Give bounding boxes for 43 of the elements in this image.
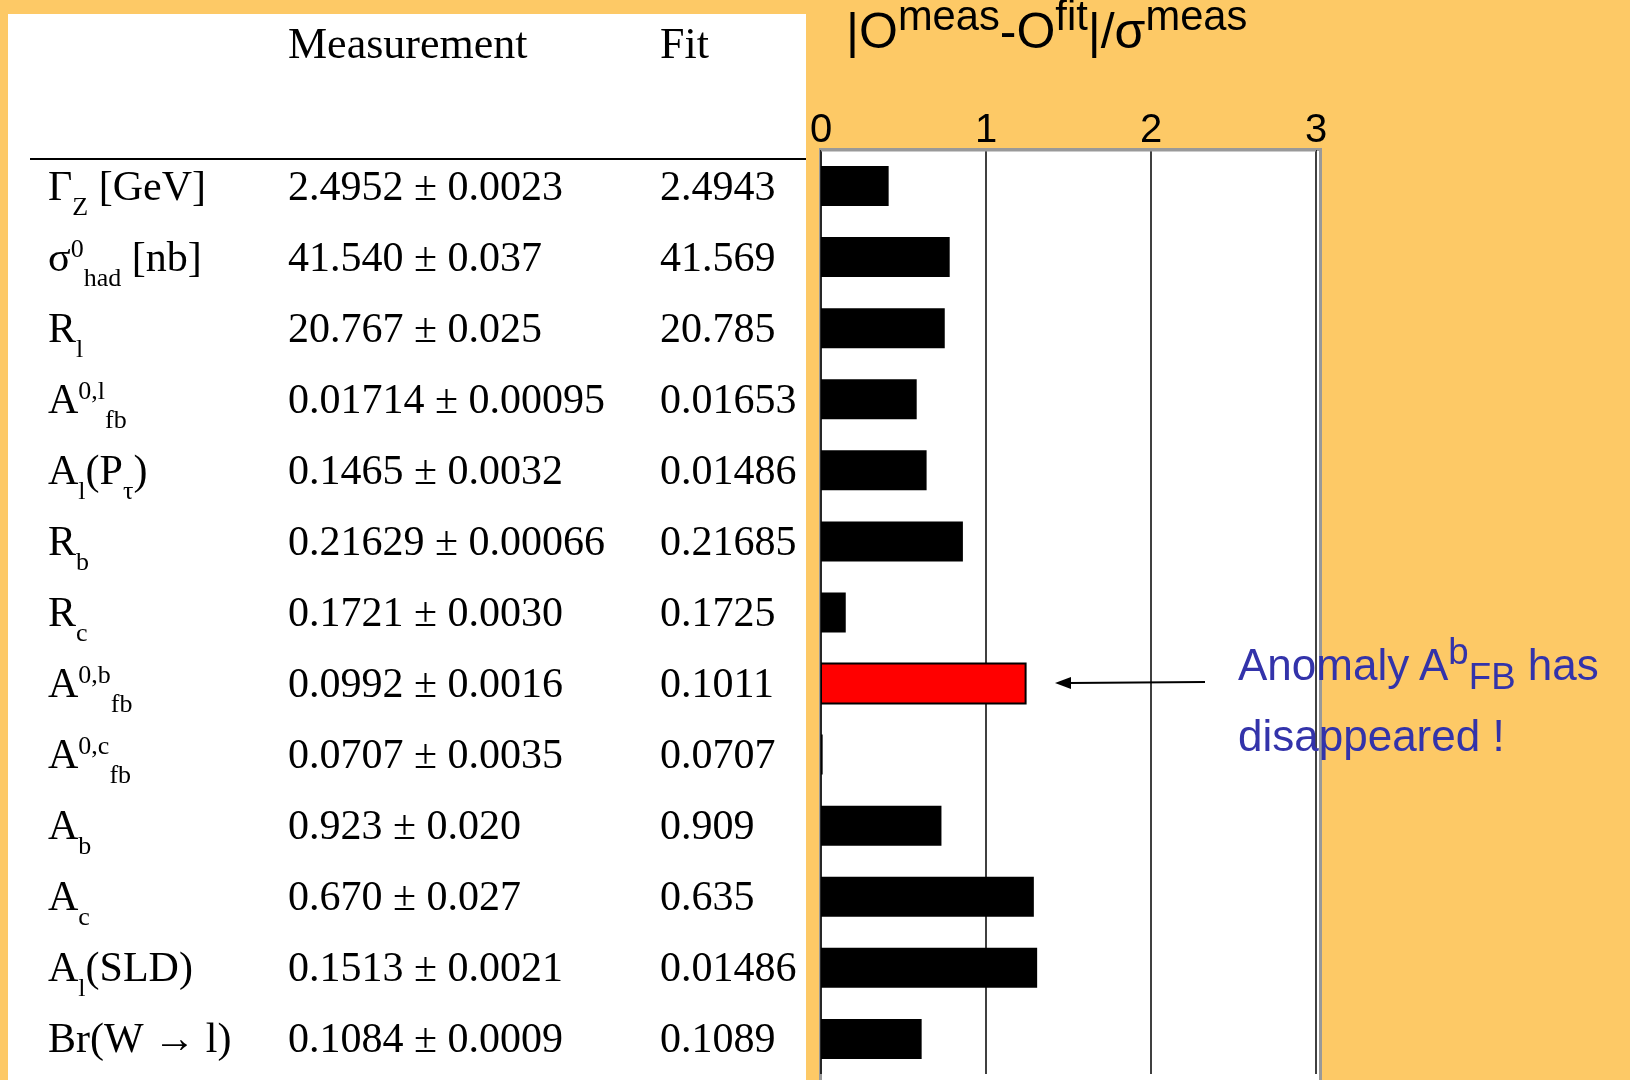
- y-tick-label: A$_{l}$(SLD): [48, 944, 193, 1002]
- text: 0.01486: [660, 446, 797, 493]
- text: 20.767 ± 0.025: [288, 304, 543, 351]
- text: 0.0992 ± 0.0016: [288, 660, 564, 707]
- text: 2.4952 ± 0.0023: [288, 162, 564, 209]
- text: 0.1011: [660, 660, 774, 707]
- chart-title: |O$^{meas}$-O$^{fit}$|/σ$^{meas}$: [846, 0, 1248, 60]
- y-tick-label: R$_{c}$: [48, 589, 88, 647]
- y-tick-label: A$_{c}$: [48, 873, 90, 931]
- x2-tick-label: 1: [974, 106, 998, 150]
- x2-tick-label: 2: [1139, 106, 1163, 150]
- text: 0.1089: [660, 1015, 776, 1062]
- text: 20.785: [660, 304, 776, 351]
- text: 0.1721 ± 0.0030: [288, 589, 564, 635]
- text: 0.01486: [660, 944, 797, 991]
- text: 0.670 ± 0.027: [288, 873, 522, 920]
- text: 0.1513 ± 0.0021: [288, 944, 564, 991]
- y-tick-label: A$_{b}$: [48, 802, 92, 860]
- text: 2.4943: [660, 162, 776, 209]
- text: 0.01653: [660, 375, 797, 422]
- text: 0.21685: [660, 517, 797, 564]
- y-tick-label: Γ$_{Z}$ [GeV]: [48, 162, 206, 221]
- text: 0.0707 ± 0.0035: [288, 731, 564, 778]
- text: 0.909: [660, 802, 755, 849]
- y-tick-label: σ$^{0}$$_{had}$ [nb]: [48, 233, 202, 292]
- text: 0.1084 ± 0.0009: [288, 1015, 564, 1062]
- y-tick-label: A$_{l}$(P$_{τ}$): [48, 446, 148, 505]
- text: 0.635: [660, 873, 755, 920]
- text: 41.569: [660, 233, 776, 280]
- y-tick-label: R$_{l}$: [48, 304, 84, 363]
- y-tick-label: R$_{b}$: [48, 517, 90, 576]
- text: 0.0707: [660, 731, 776, 778]
- text: 41.540 ± 0.037: [288, 233, 543, 280]
- x2-tick-label: 3: [1304, 106, 1328, 150]
- text: 0.21629 ± 0.00066: [288, 517, 606, 564]
- text: Fit: [660, 18, 709, 69]
- text: 0.01714 ± 0.00095: [288, 375, 606, 422]
- text: 0.923 ± 0.020: [288, 802, 522, 849]
- x2-tick-label: 0: [809, 106, 833, 150]
- text: Measurement: [288, 18, 528, 69]
- text: 0.1465 ± 0.0032: [288, 446, 564, 493]
- text: 0.1725: [660, 589, 776, 635]
- y-tick-label: Br(W → l): [48, 1015, 232, 1063]
